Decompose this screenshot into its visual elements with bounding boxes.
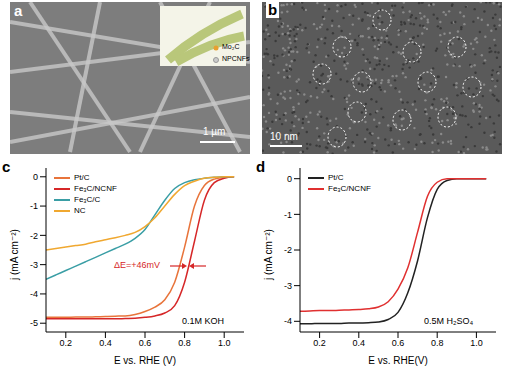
svg-text:-2: -2 (284, 245, 292, 255)
svg-text:E vs. RHE (V): E vs. RHE (V) (114, 355, 176, 366)
html-text:Fe₃C/NCNF: Fe₃C/NCNF (74, 184, 117, 193)
svg-text:0: 0 (287, 174, 292, 184)
svg-text:0.8: 0.8 (431, 338, 444, 348)
svg-text:-3: -3 (284, 281, 292, 291)
svg-text:1.0: 1.0 (470, 338, 483, 348)
svg-text:-5: -5 (30, 318, 38, 328)
svg-text:-1: -1 (30, 201, 38, 211)
html-text:NC: NC (74, 206, 86, 215)
html-text:Fe₃C/C: Fe₃C/C (74, 195, 101, 204)
svg-text:-4: -4 (30, 289, 38, 299)
html-text:NPCNFs: NPCNFs (222, 55, 250, 62)
html-text:0.1M KOH: 0.1M KOH (182, 316, 224, 326)
html-text:a: a (14, 2, 23, 19)
svg-text:0.2: 0.2 (313, 338, 326, 348)
svg-text:0.6: 0.6 (392, 338, 405, 348)
svg-text:0.2: 0.2 (60, 338, 73, 348)
svg-text:0.6: 0.6 (139, 338, 152, 348)
svg-text:0: 0 (33, 172, 38, 182)
svg-text:-1: -1 (284, 210, 292, 220)
html-text:10 nm: 10 nm (270, 131, 298, 142)
html-text:Fe₃C/NCNF: Fe₃C/NCNF (328, 184, 371, 193)
html-text:b: b (268, 1, 278, 18)
svg-text:j (mA cm⁻²): j (mA cm⁻²) (263, 229, 274, 281)
svg-text:0.4: 0.4 (353, 338, 366, 348)
svg-text:-2: -2 (30, 231, 38, 241)
html-text:Pt/C: Pt/C (74, 173, 90, 182)
svg-text:-4: -4 (284, 316, 292, 326)
html-text:0.5M H₂SO₄: 0.5M H₂SO₄ (424, 316, 474, 326)
svg-text:j (mA cm⁻²): j (mA cm⁻²) (9, 229, 20, 281)
svg-text:1.0: 1.0 (218, 338, 231, 348)
svg-text:E vs. RHE(V): E vs. RHE(V) (368, 355, 427, 366)
html-text:d: d (256, 158, 266, 175)
html-text:1 µm: 1 µm (203, 126, 226, 137)
html-text:ΔE=+46mV: ΔE=+46mV (114, 260, 160, 270)
svg-text:0.4: 0.4 (99, 338, 112, 348)
svg-text:0.8: 0.8 (178, 338, 191, 348)
html-text:c: c (2, 158, 11, 175)
svg-text:-3: -3 (30, 260, 38, 270)
html-text:Pt/C: Pt/C (328, 173, 344, 182)
html-text:Mo₂C: Mo₂C (222, 43, 240, 50)
